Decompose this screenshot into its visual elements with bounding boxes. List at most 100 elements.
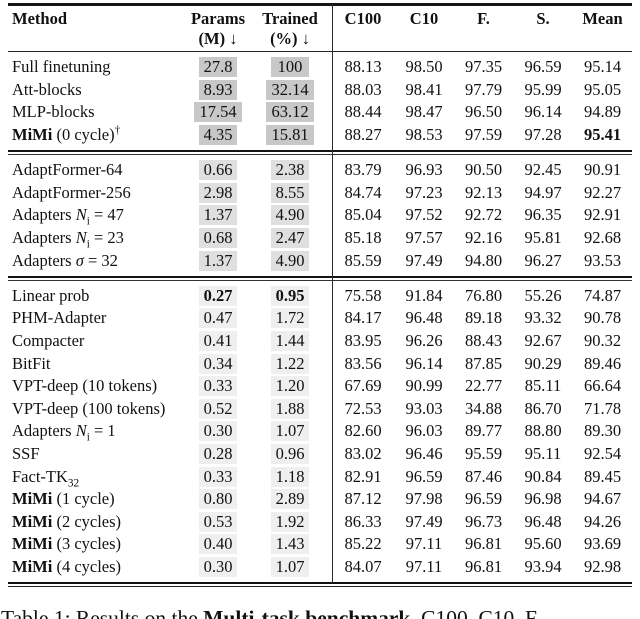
text-segment: . C100, C10, F <box>410 606 538 619</box>
params-value: 0.30 <box>198 556 238 577</box>
text-segment: Adapters <box>12 250 76 270</box>
trained-cell: 0.96 <box>248 443 332 464</box>
trained-cell: 1.72 <box>248 308 332 329</box>
text-segment: = 32 <box>83 250 118 270</box>
table-row: MiMi (1 cycle) 0.80 2.89 87.12 97.98 96.59 96.… <box>8 488 632 511</box>
params-cell: 0.27 <box>188 285 248 306</box>
metric-value: 94.80 <box>464 250 503 270</box>
text-segment: Compacter <box>12 331 85 351</box>
method-cell: VPT-deep (100 tokens) <box>8 399 188 419</box>
params-cell: 1.37 <box>188 205 248 226</box>
metric-value: 88.43 <box>464 331 503 351</box>
col-header-method: Method <box>8 7 188 51</box>
text-segment: BitFit <box>12 353 51 373</box>
metric-value: 91.84 <box>405 285 443 305</box>
metric-value: 74.87 <box>583 285 622 305</box>
trained-value: 1.22 <box>270 353 310 374</box>
col-header-method-label: Method <box>12 8 67 28</box>
table-row: Adapters Ni = 47 1.37 4.90 85.04 97.52 92.72 9… <box>8 204 632 227</box>
trained-value: 1.07 <box>270 421 310 442</box>
metric-value: 88.44 <box>344 102 382 122</box>
trained-value: 1.88 <box>270 398 310 419</box>
trained-value: 1.07 <box>270 556 310 577</box>
text-segment: (0 cycle) <box>52 125 115 145</box>
method-cell: AdaptFormer-64 <box>8 160 188 180</box>
method-cell: Adapters Ni = 23 <box>8 228 188 251</box>
metric-value: 90.29 <box>524 353 562 373</box>
metric-value: 96.59 <box>405 466 443 486</box>
table-bottom-rule <box>8 582 632 588</box>
metric-value: 82.91 <box>344 466 382 486</box>
metric-value: 96.50 <box>464 102 503 122</box>
metric-value: 83.56 <box>344 353 382 373</box>
params-value: 17.54 <box>194 102 242 123</box>
table-header-row: Method Params (M) ↓ Trained (%) ↓ C100 C… <box>8 6 632 51</box>
metric-value: 75.58 <box>344 285 382 305</box>
method-cell: BitFit <box>8 354 188 374</box>
trained-cell: 15.81 <box>248 125 332 146</box>
metric-value: 92.98 <box>583 556 622 576</box>
metric-value: 96.93 <box>405 160 443 180</box>
text-segment: Linear prob <box>12 285 90 305</box>
col-header-trained: Trained (%) ↓ <box>248 7 332 51</box>
params-cell: 0.47 <box>188 308 248 329</box>
trained-cell: 2.38 <box>248 160 332 181</box>
method-cell: MiMi (0 cycle)† <box>8 125 188 145</box>
table-row: Adapters σ = 32 1.37 4.90 85.59 97.49 94.80 96… <box>8 249 632 272</box>
mean-header-label: Mean <box>582 8 623 28</box>
table-row: Linear prob 0.27 0.95 75.58 91.84 76.80 55.26 7… <box>8 285 632 308</box>
method-cell: Fact-TK32 <box>8 467 188 489</box>
metric-value: 86.33 <box>344 511 382 531</box>
params-cell: 1.37 <box>188 250 248 271</box>
metric-value: 67.69 <box>344 376 382 396</box>
trained-unit-text: (%) <box>270 28 298 48</box>
table-section: AdaptFormer-64 0.66 2.38 83.79 96.93 90.50 92.… <box>8 155 632 276</box>
trained-value: 0.96 <box>270 443 310 464</box>
metric-value: 98.47 <box>405 102 443 122</box>
header-bottom-rule <box>8 50 632 52</box>
trained-cell: 1.18 <box>248 466 332 487</box>
trained-cell: 4.90 <box>248 250 332 271</box>
metric-value: 95.99 <box>524 79 562 99</box>
trained-cell: 63.12 <box>248 102 332 123</box>
down-arrow-icon: ↓ <box>301 28 310 48</box>
text-segment: N <box>75 205 87 225</box>
table-row: Compacter 0.41 1.44 83.95 96.26 88.43 92.67 90.… <box>8 330 632 353</box>
params-value: 8.93 <box>198 79 238 100</box>
trained-value: 32.14 <box>266 79 314 100</box>
trained-value: 4.90 <box>270 250 310 271</box>
text-segment: i <box>86 238 90 251</box>
method-cell: MiMi (3 cycles) <box>8 534 188 554</box>
trained-value: 8.55 <box>270 182 310 203</box>
method-cell: AdaptFormer-256 <box>8 183 188 203</box>
method-cell: MiMi (1 cycle) <box>8 489 188 509</box>
table-row: Att-blocks 8.93 32.14 88.03 98.41 97.79 95.99 9… <box>8 79 632 102</box>
text-segment: 32 <box>67 476 80 489</box>
text-segment: i <box>86 431 90 444</box>
metric-value: 94.67 <box>583 489 622 509</box>
trained-cell: 1.44 <box>248 331 332 352</box>
metric-value: 94.97 <box>524 182 562 202</box>
trained-cell: 1.07 <box>248 421 332 442</box>
text-segment: VPT-deep (10 tokens) <box>12 376 158 396</box>
metric-value: 92.68 <box>583 228 622 248</box>
method-cell: Adapters σ = 32 <box>8 251 188 271</box>
metric-value: 97.98 <box>405 489 443 509</box>
params-value: 0.34 <box>198 353 238 374</box>
metric-value: 84.74 <box>344 182 382 202</box>
table-row: PHM-Adapter 0.47 1.72 84.17 96.48 89.18 93.32 9… <box>8 307 632 330</box>
metric-value: 97.11 <box>405 556 443 576</box>
metric-value: 89.18 <box>464 308 503 328</box>
metric-value: 96.59 <box>524 57 562 77</box>
trained-cell: 1.20 <box>248 376 332 397</box>
trained-cell: 2.47 <box>248 228 332 249</box>
metric-value: 87.12 <box>344 489 382 509</box>
trained-value: 2.47 <box>270 228 310 249</box>
col-header-params-label: Params <box>190 8 246 28</box>
text-segment: (4 cycles) <box>52 556 122 576</box>
metric-value: 97.11 <box>405 534 443 554</box>
text-segment: Adapters <box>12 228 76 248</box>
table-section: Full finetuning 27.8 100 88.13 98.50 97.35 96.… <box>8 52 632 150</box>
metric-value: 98.50 <box>405 57 443 77</box>
text-segment: MLP-blocks <box>12 102 95 122</box>
